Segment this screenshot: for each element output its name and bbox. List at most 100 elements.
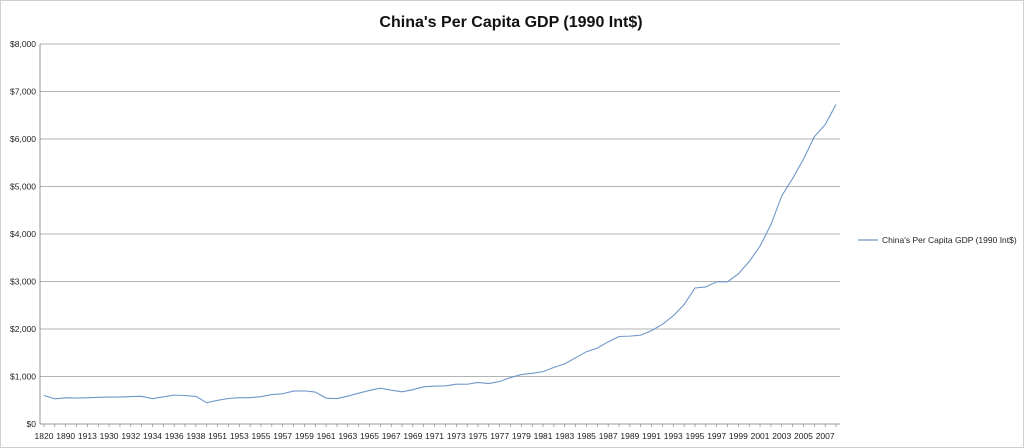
data-point bbox=[401, 391, 402, 392]
data-point bbox=[532, 373, 533, 374]
series-layer bbox=[43, 104, 837, 404]
data-point bbox=[174, 395, 175, 396]
x-tick-label: 1965 bbox=[360, 431, 379, 441]
y-tick-label: $8,000 bbox=[10, 39, 36, 49]
x-tick-label: 1959 bbox=[295, 431, 314, 441]
data-point bbox=[629, 336, 630, 337]
x-tick-label: 1999 bbox=[729, 431, 748, 441]
legend-label: China's Per Capita GDP (1990 Int$) bbox=[882, 235, 1017, 245]
x-tick-label: 1973 bbox=[447, 431, 466, 441]
data-point bbox=[250, 397, 251, 398]
y-tick-label: $6,000 bbox=[10, 134, 36, 144]
data-point bbox=[792, 178, 793, 179]
data-point bbox=[456, 384, 457, 385]
x-tick-label: 1961 bbox=[317, 431, 336, 441]
data-point bbox=[76, 398, 77, 399]
x-tick-label: 1820 bbox=[35, 431, 54, 441]
data-point bbox=[239, 397, 240, 398]
data-point bbox=[705, 286, 706, 287]
x-tick-label: 1993 bbox=[664, 431, 683, 441]
data-point bbox=[564, 363, 565, 364]
x-tick-label: 1967 bbox=[382, 431, 401, 441]
data-point bbox=[43, 395, 44, 396]
x-tick-label: 2007 bbox=[816, 431, 835, 441]
legend: China's Per Capita GDP (1990 Int$) bbox=[858, 235, 1017, 245]
data-point bbox=[391, 390, 392, 391]
x-tick-label: 1963 bbox=[338, 431, 357, 441]
x-tick-label: 2005 bbox=[794, 431, 813, 441]
y-tick-label: $2,000 bbox=[10, 324, 36, 334]
data-point bbox=[65, 397, 66, 398]
chart-title: China's Per Capita GDP (1990 Int$) bbox=[379, 14, 643, 31]
data-point bbox=[54, 398, 55, 399]
data-point bbox=[315, 391, 316, 392]
gridlines bbox=[39, 43, 840, 427]
data-point bbox=[195, 396, 196, 397]
x-tick-label: 1995 bbox=[685, 431, 704, 441]
x-tick-label: 1991 bbox=[642, 431, 661, 441]
data-point bbox=[770, 224, 771, 225]
data-point bbox=[184, 395, 185, 396]
data-point bbox=[521, 374, 522, 375]
y-axis-tick-labels: $0 $1,000 $2,000 $3,000 $4,000 $5,000 $6,000 $7… bbox=[10, 39, 36, 429]
data-point bbox=[488, 383, 489, 384]
data-point bbox=[98, 397, 99, 398]
data-point bbox=[510, 377, 511, 378]
data-point bbox=[293, 390, 294, 391]
data-point bbox=[336, 398, 337, 399]
x-tick-label: 1971 bbox=[425, 431, 444, 441]
x-tick-label: 1989 bbox=[620, 431, 639, 441]
data-point bbox=[304, 390, 305, 391]
series-line-gdp-per-capita bbox=[43, 104, 837, 404]
x-tick-label: 1938 bbox=[186, 431, 205, 441]
data-point bbox=[759, 245, 760, 246]
x-tick-label: 2001 bbox=[751, 431, 770, 441]
x-axis-tick-labels: 1820 1890 1913 1930 1932 1934 1936 1938 1951 1953… bbox=[35, 431, 835, 441]
data-point bbox=[684, 304, 685, 305]
data-point bbox=[217, 400, 218, 401]
x-tick-label: 1977 bbox=[490, 431, 509, 441]
data-point bbox=[271, 394, 272, 395]
data-point bbox=[380, 388, 381, 389]
data-point bbox=[141, 396, 142, 397]
x-tick-label: 1985 bbox=[577, 431, 596, 441]
x-tick-label: 1975 bbox=[469, 431, 488, 441]
x-tick-label: 1913 bbox=[78, 431, 97, 441]
x-tick-label: 1979 bbox=[512, 431, 531, 441]
data-point bbox=[586, 351, 587, 352]
x-tick-label: 1932 bbox=[121, 431, 140, 441]
x-tick-label: 1936 bbox=[165, 431, 184, 441]
data-point bbox=[260, 396, 261, 397]
y-tick-label: $5,000 bbox=[10, 182, 36, 192]
data-point bbox=[781, 195, 782, 196]
data-point bbox=[445, 385, 446, 386]
data-point bbox=[803, 159, 804, 160]
data-point bbox=[130, 396, 131, 397]
x-tick-label: 1955 bbox=[252, 431, 271, 441]
data-point bbox=[608, 341, 609, 342]
data-point bbox=[206, 402, 207, 403]
data-point bbox=[87, 397, 88, 398]
x-tick-label: 1997 bbox=[707, 431, 726, 441]
data-point bbox=[467, 384, 468, 385]
data-point bbox=[369, 390, 370, 391]
data-point bbox=[282, 393, 283, 394]
data-point bbox=[727, 281, 728, 282]
data-point bbox=[814, 136, 815, 137]
x-tick-label: 1957 bbox=[273, 431, 292, 441]
x-tick-label: 1969 bbox=[403, 431, 422, 441]
y-tick-label: $3,000 bbox=[10, 277, 36, 287]
data-point bbox=[835, 104, 836, 105]
x-tick-label: 1953 bbox=[230, 431, 249, 441]
data-point bbox=[716, 281, 717, 282]
data-point bbox=[108, 396, 109, 397]
data-point bbox=[694, 287, 695, 288]
data-point bbox=[499, 381, 500, 382]
data-point bbox=[662, 324, 663, 325]
data-point bbox=[575, 357, 576, 358]
x-tick-label: 2003 bbox=[772, 431, 791, 441]
x-tick-label: 1981 bbox=[534, 431, 553, 441]
data-point bbox=[228, 398, 229, 399]
